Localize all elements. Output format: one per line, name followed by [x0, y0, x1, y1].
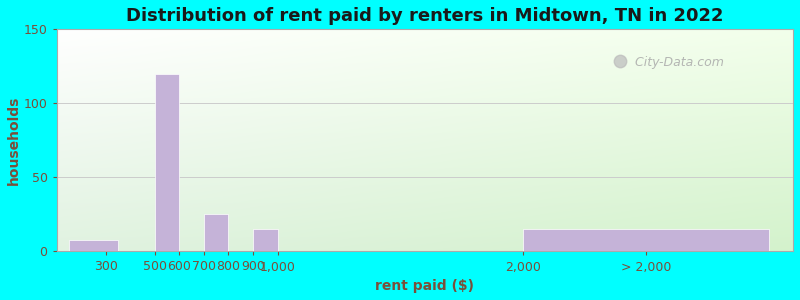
- Bar: [523, 229, 769, 251]
- Text: City-Data.com: City-Data.com: [631, 56, 724, 69]
- Bar: [253, 229, 278, 251]
- Y-axis label: households: households: [7, 96, 21, 185]
- X-axis label: rent paid ($): rent paid ($): [375, 279, 474, 293]
- Bar: [69, 240, 118, 251]
- Bar: [204, 214, 229, 251]
- Title: Distribution of rent paid by renters in Midtown, TN in 2022: Distribution of rent paid by renters in …: [126, 7, 723, 25]
- Bar: [155, 74, 179, 251]
